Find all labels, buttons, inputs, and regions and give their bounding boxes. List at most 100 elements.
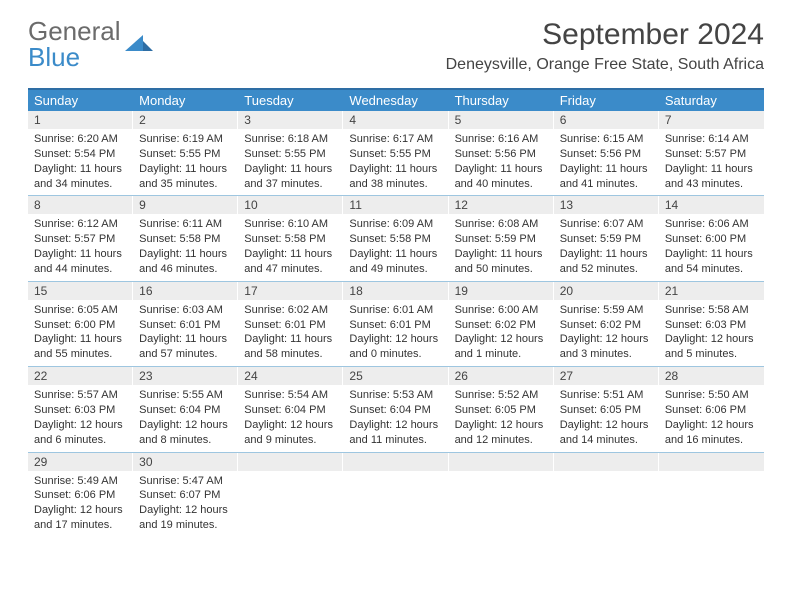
day-cell: 4Sunrise: 6:17 AMSunset: 5:55 PMDaylight… xyxy=(343,111,448,195)
sunset-line: Sunset: 5:58 PM xyxy=(244,232,337,247)
sunrise-line: Sunrise: 5:58 AM xyxy=(665,303,758,318)
day-number: 10 xyxy=(238,196,343,214)
logo-word-2: Blue xyxy=(28,42,80,72)
sunset-line: Sunset: 6:01 PM xyxy=(139,318,232,333)
sunrise-line: Sunrise: 6:15 AM xyxy=(560,132,653,147)
daylight-line: Daylight: 12 hours and 14 minutes. xyxy=(560,418,653,448)
sunrise-line: Sunrise: 6:17 AM xyxy=(349,132,442,147)
day-body: Sunrise: 6:20 AMSunset: 5:54 PMDaylight:… xyxy=(28,129,133,191)
day-number: 25 xyxy=(343,367,448,385)
sunrise-line: Sunrise: 6:07 AM xyxy=(560,217,653,232)
day-cell: 29Sunrise: 5:49 AMSunset: 6:06 PMDayligh… xyxy=(28,453,133,537)
day-number: 23 xyxy=(133,367,238,385)
day-cell xyxy=(659,453,764,537)
day-cell xyxy=(343,453,448,537)
day-number-empty xyxy=(238,453,343,471)
title-block: September 2024 Deneysville, Orange Free … xyxy=(446,18,764,74)
day-number: 26 xyxy=(449,367,554,385)
day-body: Sunrise: 6:10 AMSunset: 5:58 PMDaylight:… xyxy=(238,214,343,276)
month-title: September 2024 xyxy=(446,18,764,52)
day-body: Sunrise: 5:58 AMSunset: 6:03 PMDaylight:… xyxy=(659,300,764,362)
day-body: Sunrise: 5:49 AMSunset: 6:06 PMDaylight:… xyxy=(28,471,133,533)
day-cell: 19Sunrise: 6:00 AMSunset: 6:02 PMDayligh… xyxy=(449,282,554,366)
day-cell: 21Sunrise: 5:58 AMSunset: 6:03 PMDayligh… xyxy=(659,282,764,366)
sunrise-line: Sunrise: 5:54 AM xyxy=(244,388,337,403)
week-row: 22Sunrise: 5:57 AMSunset: 6:03 PMDayligh… xyxy=(28,367,764,452)
daylight-line: Daylight: 11 hours and 49 minutes. xyxy=(349,247,442,277)
day-number: 11 xyxy=(343,196,448,214)
day-number: 6 xyxy=(554,111,659,129)
daylight-line: Daylight: 11 hours and 34 minutes. xyxy=(34,162,127,192)
sunrise-line: Sunrise: 6:06 AM xyxy=(665,217,758,232)
sunset-line: Sunset: 5:59 PM xyxy=(455,232,548,247)
daylight-line: Daylight: 12 hours and 8 minutes. xyxy=(139,418,232,448)
sunset-line: Sunset: 6:04 PM xyxy=(244,403,337,418)
sunrise-line: Sunrise: 5:57 AM xyxy=(34,388,127,403)
sunrise-line: Sunrise: 5:49 AM xyxy=(34,474,127,489)
day-number: 18 xyxy=(343,282,448,300)
daylight-line: Daylight: 12 hours and 12 minutes. xyxy=(455,418,548,448)
daylight-line: Daylight: 12 hours and 3 minutes. xyxy=(560,332,653,362)
sunrise-line: Sunrise: 6:03 AM xyxy=(139,303,232,318)
day-number: 3 xyxy=(238,111,343,129)
calendar: Sunday Monday Tuesday Wednesday Thursday… xyxy=(28,88,764,537)
day-number: 12 xyxy=(449,196,554,214)
sunset-line: Sunset: 6:06 PM xyxy=(34,488,127,503)
daylight-line: Daylight: 11 hours and 50 minutes. xyxy=(455,247,548,277)
day-number: 1 xyxy=(28,111,133,129)
daylight-line: Daylight: 11 hours and 46 minutes. xyxy=(139,247,232,277)
day-cell: 14Sunrise: 6:06 AMSunset: 6:00 PMDayligh… xyxy=(659,196,764,280)
sunset-line: Sunset: 5:55 PM xyxy=(139,147,232,162)
daylight-line: Daylight: 12 hours and 11 minutes. xyxy=(349,418,442,448)
day-cell: 8Sunrise: 6:12 AMSunset: 5:57 PMDaylight… xyxy=(28,196,133,280)
sunset-line: Sunset: 5:56 PM xyxy=(455,147,548,162)
sunrise-line: Sunrise: 6:20 AM xyxy=(34,132,127,147)
daylight-line: Daylight: 11 hours and 37 minutes. xyxy=(244,162,337,192)
dow-row: Sunday Monday Tuesday Wednesday Thursday… xyxy=(28,90,764,111)
daylight-line: Daylight: 12 hours and 6 minutes. xyxy=(34,418,127,448)
day-body: Sunrise: 6:08 AMSunset: 5:59 PMDaylight:… xyxy=(449,214,554,276)
sunrise-line: Sunrise: 6:11 AM xyxy=(139,217,232,232)
sunrise-line: Sunrise: 5:50 AM xyxy=(665,388,758,403)
sunset-line: Sunset: 6:04 PM xyxy=(139,403,232,418)
sunrise-line: Sunrise: 6:01 AM xyxy=(349,303,442,318)
sunset-line: Sunset: 5:58 PM xyxy=(139,232,232,247)
daylight-line: Daylight: 12 hours and 5 minutes. xyxy=(665,332,758,362)
day-body: Sunrise: 6:16 AMSunset: 5:56 PMDaylight:… xyxy=(449,129,554,191)
week-row: 15Sunrise: 6:05 AMSunset: 6:00 PMDayligh… xyxy=(28,282,764,367)
sunrise-line: Sunrise: 6:05 AM xyxy=(34,303,127,318)
dow-thursday: Thursday xyxy=(449,90,554,111)
daylight-line: Daylight: 11 hours and 57 minutes. xyxy=(139,332,232,362)
day-cell: 3Sunrise: 6:18 AMSunset: 5:55 PMDaylight… xyxy=(238,111,343,195)
day-body: Sunrise: 6:11 AMSunset: 5:58 PMDaylight:… xyxy=(133,214,238,276)
day-number: 30 xyxy=(133,453,238,471)
dow-friday: Friday xyxy=(554,90,659,111)
daylight-line: Daylight: 11 hours and 52 minutes. xyxy=(560,247,653,277)
week-row: 29Sunrise: 5:49 AMSunset: 6:06 PMDayligh… xyxy=(28,453,764,537)
sunrise-line: Sunrise: 5:47 AM xyxy=(139,474,232,489)
sunrise-line: Sunrise: 5:51 AM xyxy=(560,388,653,403)
sunset-line: Sunset: 5:59 PM xyxy=(560,232,653,247)
sunrise-line: Sunrise: 6:18 AM xyxy=(244,132,337,147)
day-number: 9 xyxy=(133,196,238,214)
sunrise-line: Sunrise: 5:59 AM xyxy=(560,303,653,318)
dow-wednesday: Wednesday xyxy=(343,90,448,111)
sunset-line: Sunset: 6:07 PM xyxy=(139,488,232,503)
sunrise-line: Sunrise: 6:00 AM xyxy=(455,303,548,318)
day-number: 14 xyxy=(659,196,764,214)
daylight-line: Daylight: 12 hours and 17 minutes. xyxy=(34,503,127,533)
day-cell: 2Sunrise: 6:19 AMSunset: 5:55 PMDaylight… xyxy=(133,111,238,195)
day-number: 16 xyxy=(133,282,238,300)
daylight-line: Daylight: 12 hours and 1 minute. xyxy=(455,332,548,362)
dow-saturday: Saturday xyxy=(659,90,764,111)
day-body: Sunrise: 6:12 AMSunset: 5:57 PMDaylight:… xyxy=(28,214,133,276)
sunrise-line: Sunrise: 6:16 AM xyxy=(455,132,548,147)
day-body: Sunrise: 5:54 AMSunset: 6:04 PMDaylight:… xyxy=(238,385,343,447)
day-number: 22 xyxy=(28,367,133,385)
day-body: Sunrise: 5:47 AMSunset: 6:07 PMDaylight:… xyxy=(133,471,238,533)
daylight-line: Daylight: 11 hours and 41 minutes. xyxy=(560,162,653,192)
sunset-line: Sunset: 6:04 PM xyxy=(349,403,442,418)
day-cell: 9Sunrise: 6:11 AMSunset: 5:58 PMDaylight… xyxy=(133,196,238,280)
daylight-line: Daylight: 12 hours and 0 minutes. xyxy=(349,332,442,362)
daylight-line: Daylight: 11 hours and 55 minutes. xyxy=(34,332,127,362)
